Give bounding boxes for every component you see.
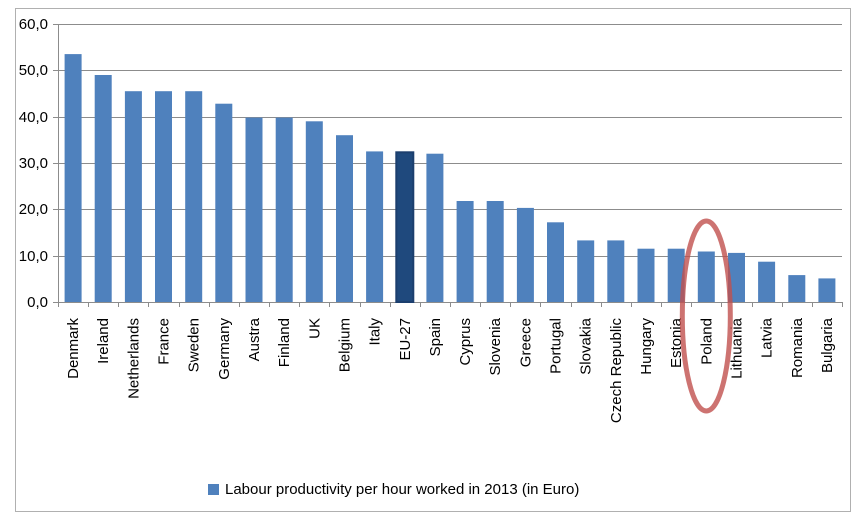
x-tick-label: Denmark xyxy=(65,318,82,379)
y-axis-ticks: 0,0 10,0 20,0 30,0 40,0 50,0 60,0 xyxy=(19,16,48,311)
y-tick-label: 0,0 xyxy=(27,294,48,311)
x-tick-label: Lithuania xyxy=(728,317,745,379)
x-tick-label: Sweden xyxy=(186,318,203,372)
x-tick-label: Romania xyxy=(789,317,806,378)
legend: Labour productivity per hour worked in 2… xyxy=(208,481,579,498)
bar-poland xyxy=(697,251,715,302)
x-tick-label: Portugal xyxy=(548,318,565,374)
bar-spain xyxy=(426,153,444,302)
x-tick-label: Bulgaria xyxy=(819,317,836,373)
bar-denmark xyxy=(64,54,82,302)
y-tick-label: 10,0 xyxy=(19,248,48,265)
bar-finland xyxy=(275,117,293,302)
highlight-circle xyxy=(679,218,733,414)
bar-bulgaria xyxy=(818,278,836,302)
x-tick-label: Germany xyxy=(216,318,233,380)
bar-austra xyxy=(245,117,263,302)
bar-romania xyxy=(788,275,806,302)
bar-belgium xyxy=(336,135,353,302)
bar-hungary xyxy=(637,248,655,302)
x-tick-label: Greece xyxy=(517,318,534,367)
x-tick-label: EU-27 xyxy=(397,318,414,361)
bar-france xyxy=(155,91,172,302)
bar-netherlands xyxy=(124,91,142,302)
x-tick-label: Spain xyxy=(427,318,444,356)
x-tick-label: Ireland xyxy=(95,318,112,364)
bar-eu-27 xyxy=(395,151,415,303)
bar-sweden xyxy=(185,91,203,302)
bar-uk xyxy=(305,121,323,302)
y-tick-label: 40,0 xyxy=(19,109,48,126)
x-tick-label: Italy xyxy=(367,318,384,346)
x-tick-label: Austra xyxy=(246,317,263,361)
bar-latvia xyxy=(758,261,776,302)
x-tick-label: Slovakia xyxy=(578,317,595,374)
chart-border xyxy=(15,8,851,512)
bar-estonia xyxy=(667,248,685,302)
x-tick-label: Slovenia xyxy=(487,317,504,375)
x-tick-label: France xyxy=(156,318,173,365)
y-tick-label: 60,0 xyxy=(19,16,48,33)
bar-cyprus xyxy=(456,201,474,302)
x-tick-label: Cyprus xyxy=(457,318,474,366)
y-tick-label: 50,0 xyxy=(19,62,48,79)
x-tick-label: Czech Republic xyxy=(608,318,625,424)
bar-czech-republic xyxy=(607,240,625,302)
x-tick-label: Poland xyxy=(698,318,715,365)
x-tick-label: Latvia xyxy=(759,317,776,358)
bars xyxy=(64,54,836,303)
bar-italy xyxy=(366,151,384,302)
bar-slovakia xyxy=(577,240,595,302)
x-tick-label: Hungary xyxy=(638,318,655,375)
bar-germany xyxy=(215,103,233,302)
bar-ireland xyxy=(94,75,112,302)
annotations xyxy=(679,218,733,414)
x-axis-labels: Denmark Ireland Netherlands France Sweden Ger… xyxy=(65,317,836,423)
legend-swatch xyxy=(208,484,219,495)
y-tick-label: 30,0 xyxy=(19,155,48,172)
x-tick-label: UK xyxy=(306,318,323,339)
x-tick-label: Finland xyxy=(276,318,293,367)
bar-slovenia xyxy=(486,201,504,302)
bar-lithuania xyxy=(728,252,745,302)
x-tick-label: Netherlands xyxy=(125,318,142,399)
y-tick-label: 20,0 xyxy=(19,201,48,218)
bar-portugal xyxy=(547,222,564,302)
x-tick-label: Belgium xyxy=(336,318,353,372)
legend-label: Labour productivity per hour worked in 2… xyxy=(225,481,579,498)
bar-greece xyxy=(516,207,534,302)
